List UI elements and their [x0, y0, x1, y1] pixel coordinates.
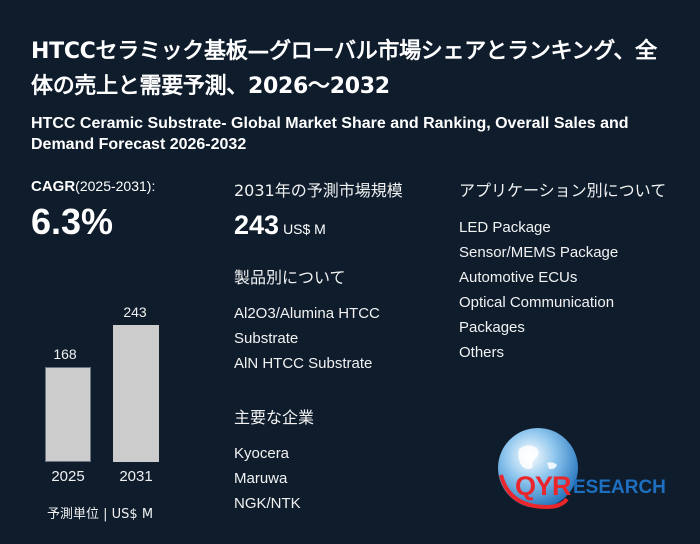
application-item: LED Package [459, 219, 551, 236]
product-list: Al2O3/Alumina HTCC Substrate AlN HTCC Su… [234, 301, 380, 376]
companies-heading: 主要な企業 [234, 408, 315, 427]
company-item: NGK/NTK [234, 495, 301, 512]
product-heading: 製品別について [234, 268, 346, 287]
bar-2025 [45, 367, 91, 462]
chart-unit-label: 予測単位 | US$ M [47, 507, 154, 522]
company-item: Kyocera [234, 445, 290, 462]
application-item: Others [459, 344, 505, 361]
logo-text-qyr: QYR [515, 471, 572, 501]
forecast-unit: US$ M [283, 221, 326, 237]
cagr-label: CAGR(2025-2031): [31, 178, 155, 195]
globe-icon [498, 428, 578, 510]
bar-category-2025: 2025 [51, 468, 85, 485]
bar-2031 [113, 325, 159, 462]
application-item: Automotive ECUs [459, 269, 578, 286]
page-title: HTCCセラミック基板—グローバル市場シェアとランキング、全体の売上と需要予測、… [31, 39, 657, 99]
qyresearch-logo: QYR ESEARCH [497, 427, 687, 517]
forecast-value: 243 [234, 210, 280, 240]
logo-text-esearch: ESEARCH [573, 477, 666, 498]
application-item: Optical Communication [459, 294, 615, 311]
application-item: Packages [459, 319, 525, 336]
forecast-value-group: 243 US$ M [234, 210, 326, 241]
product-item: Substrate [234, 330, 299, 347]
bar-chart: 168 2025 243 2031 [20, 290, 200, 530]
application-heading: アプリケーション別について [459, 181, 667, 200]
bar-value-2031: 243 [123, 304, 147, 320]
application-item: Sensor/MEMS Package [459, 244, 619, 261]
forecast-heading: 2031年の予測市場規模 [234, 181, 403, 200]
companies-list: Kyocera Maruwa NGK/NTK [234, 441, 301, 516]
cagr-period: (2025-2031): [75, 178, 156, 194]
bar-category-2031: 2031 [119, 468, 153, 485]
application-list: LED Package Sensor/MEMS Package Automoti… [459, 215, 618, 365]
product-item: AlN HTCC Substrate [234, 355, 373, 372]
page-subtitle: HTCC Ceramic Substrate- Global Market Sh… [31, 115, 629, 153]
cagr-label-text: CAGR [31, 178, 76, 195]
company-item: Maruwa [234, 470, 288, 487]
product-item: Al2O3/Alumina HTCC [234, 305, 380, 322]
cagr-value: 6.3% [31, 201, 114, 242]
bar-value-2025: 168 [53, 346, 77, 362]
